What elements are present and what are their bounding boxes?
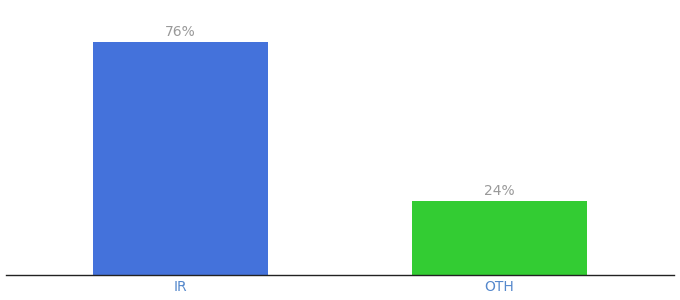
Text: 76%: 76%	[165, 25, 196, 39]
Bar	[411, 201, 587, 275]
Text: 24%: 24%	[484, 184, 515, 198]
Bar	[93, 42, 269, 275]
